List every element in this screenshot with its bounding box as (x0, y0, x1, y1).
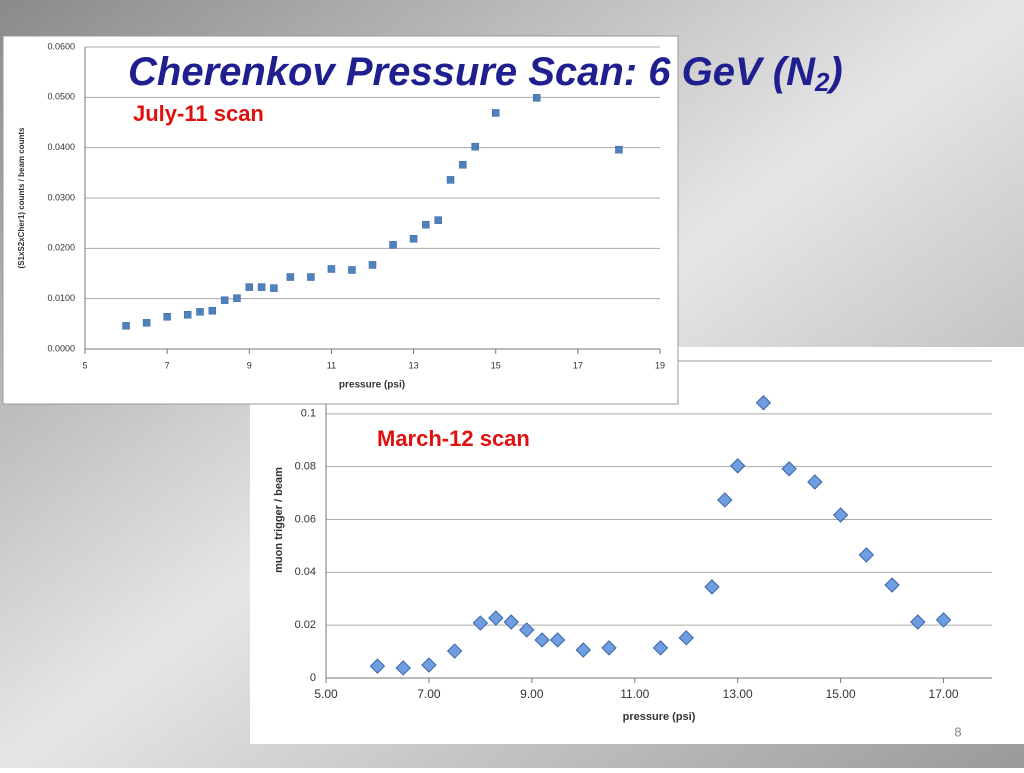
data-point (678, 630, 694, 646)
x-tick-label: 9 (247, 360, 252, 370)
data-point (369, 658, 386, 674)
x-axis-label: pressure (psi) (339, 380, 405, 391)
data-point (755, 395, 772, 411)
data-point (533, 94, 541, 102)
data-point (491, 109, 500, 117)
data-point (832, 507, 849, 523)
x-tick-label: 17.00 (929, 687, 959, 701)
title-subscript: 2 (814, 67, 830, 97)
data-point (615, 145, 623, 154)
y-tick-label: 0.06 (295, 513, 316, 525)
y-axis-label: muon trigger / beam (273, 467, 285, 573)
title-text: Cherenkov Pressure Scan: 6 GeV (N (128, 50, 816, 94)
data-point (409, 235, 418, 243)
data-point (422, 220, 430, 229)
data-point (233, 294, 241, 302)
data-point (327, 265, 336, 273)
y-tick-label: 0.0500 (47, 92, 75, 102)
data-point (270, 284, 278, 292)
data-point (446, 176, 455, 184)
annotation: July-11 scan (133, 101, 264, 126)
slide-title: Cherenkov Pressure Scan: 6 GeV (N2) (128, 50, 843, 97)
data-point (122, 322, 130, 330)
data-point (704, 579, 720, 595)
x-axis-label: pressure (psi) (623, 711, 696, 723)
data-point (503, 614, 519, 630)
data-point (183, 311, 192, 319)
data-point (459, 161, 467, 169)
y-tick-label: 0.08 (295, 461, 316, 473)
data-point (307, 273, 315, 281)
chart-july: 0.0000 0.0100 0.0200 0.0300 0.0400 0.0500 0.06… (2, 35, 679, 405)
y-tick-label: 0.1 (301, 408, 316, 420)
data-point (472, 615, 489, 631)
data-point (488, 610, 504, 626)
x-tick-label: 11 (327, 360, 336, 370)
data-point (348, 266, 356, 274)
x-tick-label: 13.00 (723, 687, 753, 701)
x-tick-label: 15.00 (826, 687, 856, 701)
data-point (286, 273, 295, 281)
x-tick-label: 5 (82, 360, 87, 370)
y-tick-label: 0.0600 (47, 41, 75, 51)
data-point (935, 612, 952, 628)
x-tick-label: 19 (655, 360, 665, 370)
annotation: March-12 scan (377, 426, 530, 451)
y-tick-label: 0.02 (295, 619, 316, 631)
title-end: ) (825, 50, 842, 94)
y-tick-label: 0.0000 (47, 343, 75, 353)
x-tick-label: 15 (491, 360, 501, 370)
data-point (652, 640, 669, 656)
x-tick-label: 13 (409, 360, 419, 370)
data-point (421, 657, 437, 673)
page-number: 8 (954, 724, 961, 739)
data-point (257, 283, 266, 291)
chart-march: 0 0.02 0.04 0.06 0.08 0.1 5.00 7.00 9.00 11.00 13.… (250, 347, 1024, 744)
data-point (717, 492, 733, 508)
data-point (601, 640, 617, 656)
data-point (910, 614, 926, 630)
data-point (549, 632, 566, 648)
x-tick-label: 17 (573, 360, 583, 370)
data-point (395, 660, 411, 676)
data-point (884, 577, 900, 593)
data-point (518, 622, 535, 638)
data-point (245, 283, 254, 291)
data-point (729, 458, 746, 474)
data-point (575, 642, 592, 658)
y-tick-label: 0 (310, 672, 316, 684)
chart-background (250, 347, 1024, 744)
x-tick-label: 9.00 (520, 687, 544, 701)
data-point (534, 632, 550, 648)
y-tick-label: 0.0200 (47, 243, 75, 253)
y-tick-label: 0.04 (295, 566, 316, 578)
y-axis-label: (S1xS2xCher1) counts / beam counts (17, 127, 26, 268)
y-tick-label: 0.0300 (47, 192, 75, 202)
x-tick-label: 11.00 (620, 687, 649, 701)
y-tick-label: 0.0400 (47, 142, 75, 152)
data-point (163, 313, 171, 321)
data-point (220, 296, 229, 304)
data-point (471, 142, 479, 151)
data-point (208, 306, 217, 315)
data-point (446, 643, 463, 659)
data-point (434, 216, 442, 224)
data-point (389, 241, 397, 249)
data-point (196, 308, 204, 316)
x-tick-label: 5.00 (314, 687, 338, 701)
data-point (142, 319, 151, 327)
data-point (781, 461, 797, 477)
x-tick-label: 7 (165, 360, 170, 370)
data-point (368, 261, 377, 269)
data-point (807, 474, 823, 490)
x-tick-label: 7.00 (417, 687, 441, 701)
data-point (858, 547, 875, 563)
y-tick-label: 0.0100 (47, 293, 75, 303)
